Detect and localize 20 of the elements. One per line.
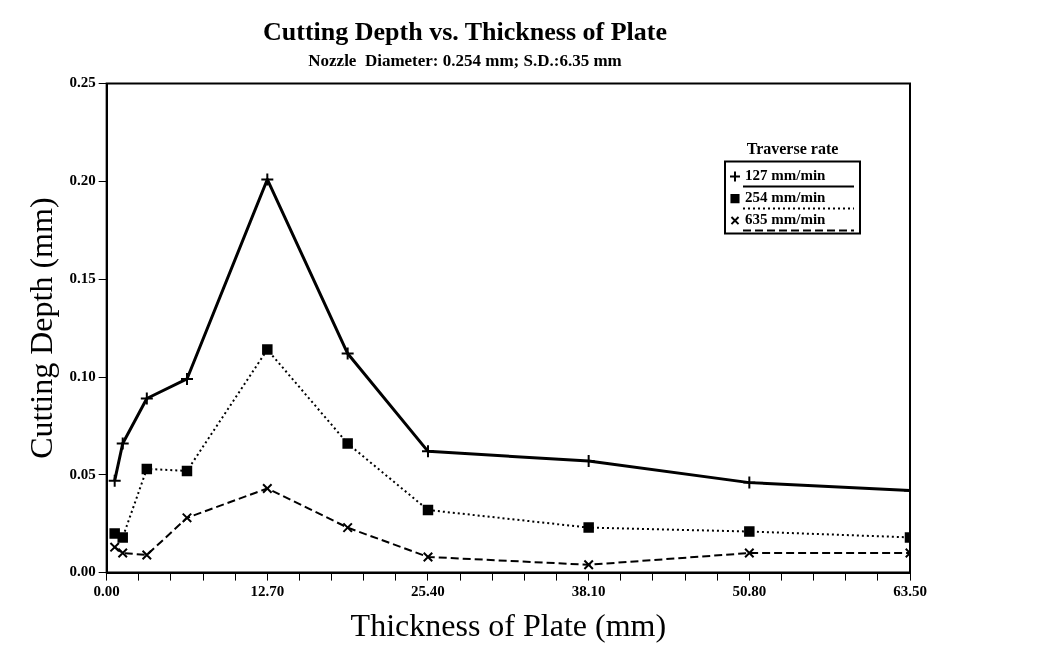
x-tick-label: 38.10 [571, 583, 606, 600]
y-tick-label: 0.20 [69, 172, 96, 189]
y-tick-label: 0.25 [69, 74, 96, 91]
chart-title: Cutting Depth vs. Thickness of Plate [262, 17, 668, 47]
y-tick-label: 0.00 [69, 563, 96, 580]
legend-label: 127 mm/min [745, 167, 827, 184]
x-tick-label: 12.70 [250, 583, 285, 600]
y-tick-label: 0.10 [69, 367, 96, 384]
y-axis-title: Cutting Depth (mm) [22, 197, 59, 459]
y-tick-label: 0.05 [69, 465, 96, 482]
x-tick-label: 63.50 [893, 583, 927, 600]
y-tick-label: 0.15 [69, 270, 96, 287]
x-tick-label: 50.80 [732, 583, 767, 600]
x-tick-label: 25.40 [411, 583, 445, 600]
legend-title: Traverse rate [746, 139, 839, 157]
x-axis-title: Thickness of Plate (mm) [350, 607, 667, 644]
x-tick-label: 0.00 [93, 583, 120, 600]
chart-subtitle: Nozzle Diameter: 0.254 mm; S.D.:6.35 mm [308, 50, 622, 70]
legend-label: 635 mm/min [745, 211, 827, 228]
legend-label: 254 mm/min [745, 189, 827, 206]
